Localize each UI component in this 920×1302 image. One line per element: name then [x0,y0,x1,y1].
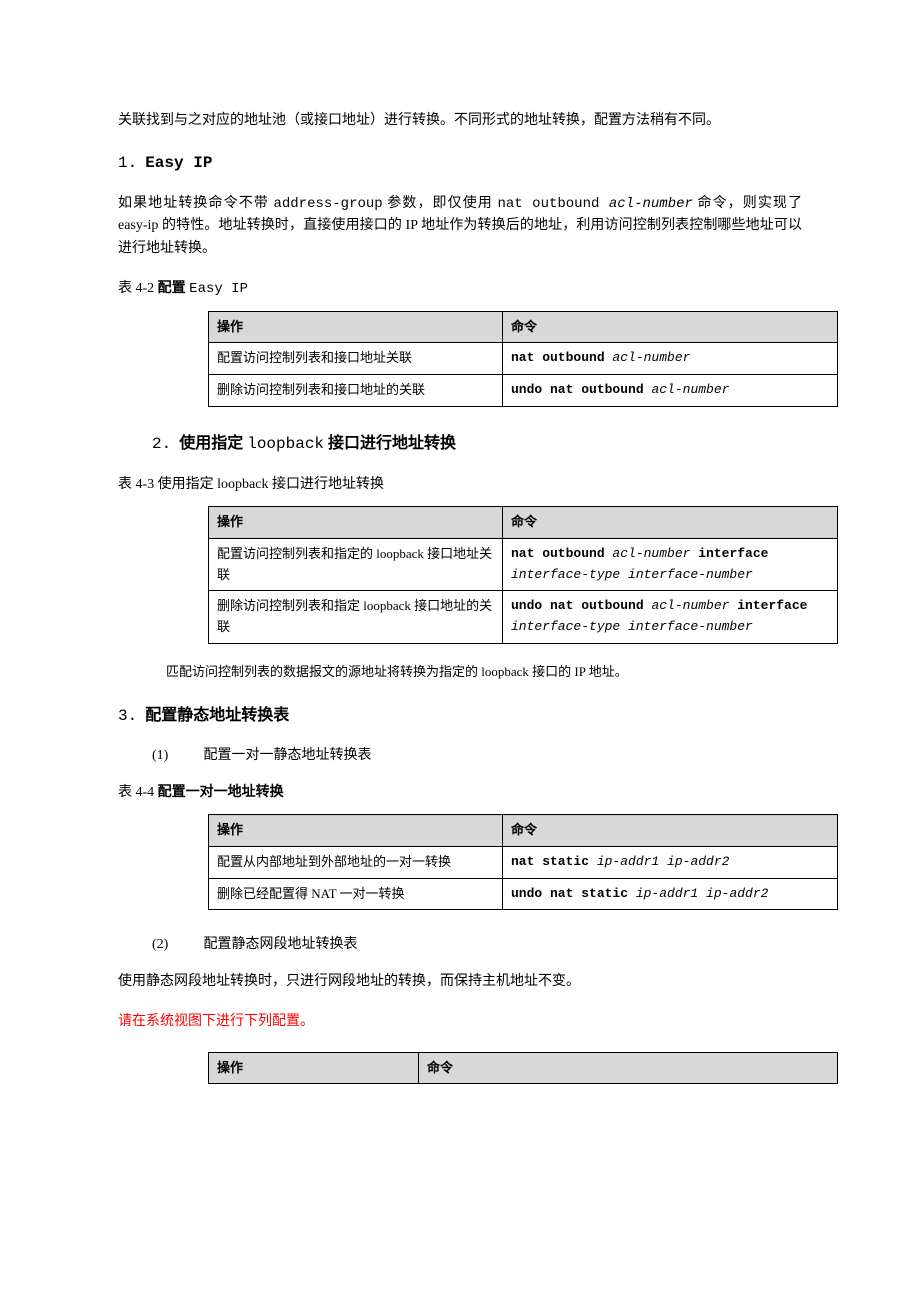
subitem-num: (2) [152,934,200,956]
table-header-row: 操作 命令 [209,311,838,343]
arg-acl-number: acl-number [599,196,693,212]
keyword-nat-outbound: nat outbound [497,196,599,212]
heading-static-nat: 3. 配置静态地址转换表 [118,703,802,730]
cmd-arg: interface-type interface-number [511,567,753,582]
heading-text-post: 接口进行地址转换 [324,435,456,452]
caption-mono: Easy IP [189,281,248,297]
table-caption-4-3: 表 4-3 使用指定 loopback 接口进行地址转换 [118,474,802,496]
keyword-address-group: address-group [273,196,382,212]
cell-command: undo nat outbound acl-number [503,375,838,407]
col-header-operation: 操作 [209,1052,419,1084]
cell-operation: 删除访问控制列表和接口地址的关联 [209,375,503,407]
subitem-text: 配置静态网段地址转换表 [204,937,358,952]
heading-easy-ip: 1. Easy IP [118,150,802,177]
cell-command: nat outbound acl-number [503,343,838,375]
cmd-keyword: nat static [511,854,597,869]
table-static-nat: 操作 命令 配置从内部地址到外部地址的一对一转换 nat static ip-a… [208,814,838,910]
subitem-2: (2) 配置静态网段地址转换表 [152,934,802,956]
caption-prefix: 表 4-2 [118,281,158,296]
cell-command: nat static ip-addr1 ip-addr2 [503,846,838,878]
col-header-command: 命令 [419,1052,838,1084]
cmd-arg: acl-number [612,350,690,365]
col-header-operation: 操作 [209,311,503,343]
col-header-command: 命令 [503,506,838,538]
table-row: 配置访问控制列表和指定的 loopback 接口地址关联 nat outboun… [209,538,838,591]
easy-ip-paragraph: 如果地址转换命令不带 address-group 参数，即仅使用 nat out… [118,193,802,260]
table-row: 删除访问控制列表和接口地址的关联 undo nat outbound acl-n… [209,375,838,407]
table-caption-4-2: 表 4-2 配置 Easy IP [118,278,802,300]
table-header-row: 操作 命令 [209,1052,838,1084]
intro-paragraph: 关联找到与之对应的地址池（或接口地址）进行转换。不同形式的地址转换，配置方法稍有… [118,110,802,132]
cell-command: undo nat static ip-addr1 ip-addr2 [503,878,838,910]
cmd-keyword: interface [729,598,807,613]
heading-num: 1. [118,154,137,172]
loopback-note: 匹配访问控制列表的数据报文的源地址将转换为指定的 loopback 接口的 IP… [166,662,802,683]
table-row: 配置访问控制列表和接口地址关联 nat outbound acl-number [209,343,838,375]
table-row: 删除已经配置得 NAT 一对一转换 undo nat static ip-add… [209,878,838,910]
table-row: 配置从内部地址到外部地址的一对一转换 nat static ip-addr1 i… [209,846,838,878]
col-header-command: 命令 [503,311,838,343]
col-header-operation: 操作 [209,815,503,847]
col-header-operation: 操作 [209,506,503,538]
cmd-keyword: interface [690,546,768,561]
cmd-arg: acl-number [651,598,729,613]
cmd-arg: ip-addr1 ip-addr2 [597,854,730,869]
table-header-row: 操作 命令 [209,506,838,538]
table-static-segment: 操作 命令 [208,1052,838,1085]
cell-operation: 配置访问控制列表和接口地址关联 [209,343,503,375]
heading-text: Easy IP [145,154,212,172]
table-easy-ip: 操作 命令 配置访问控制列表和接口地址关联 nat outbound acl-n… [208,311,838,407]
text-segment: 参数，即仅使用 [383,196,498,211]
static-segment-paragraph: 使用静态网段地址转换时，只进行网段地址的转换，而保持主机地址不变。 [118,971,802,993]
cmd-keyword: nat outbound [511,546,612,561]
table-row: 删除访问控制列表和指定 loopback 接口地址的关联 undo nat ou… [209,591,838,644]
cmd-arg: ip-addr1 ip-addr2 [636,886,769,901]
subitem-num: (1) [152,745,200,767]
cmd-arg: acl-number [651,382,729,397]
table-header-row: 操作 命令 [209,815,838,847]
cmd-arg: interface-type interface-number [511,619,753,634]
subitem-text: 配置一对一静态地址转换表 [204,748,372,763]
heading-num: 2. [152,435,171,453]
cmd-arg: acl-number [612,546,690,561]
cell-operation: 配置从内部地址到外部地址的一对一转换 [209,846,503,878]
heading-loopback: 2. 使用指定 loopback 接口进行地址转换 [152,431,802,458]
heading-mono: loopback [247,435,324,453]
subitem-1: (1) 配置一对一静态地址转换表 [152,745,802,767]
cell-command: undo nat outbound acl-number interface in… [503,591,838,644]
red-warning: 请在系统视图下进行下列配置。 [118,1011,802,1033]
caption-bold: 配置一对一地址转换 [158,785,284,800]
heading-text: 配置静态地址转换表 [145,707,289,724]
cmd-keyword: undo nat outbound [511,382,651,397]
table-caption-4-4: 表 4-4 配置一对一地址转换 [118,782,802,804]
caption-prefix: 表 4-4 [118,785,158,800]
cell-operation: 删除已经配置得 NAT 一对一转换 [209,878,503,910]
cell-operation: 删除访问控制列表和指定 loopback 接口地址的关联 [209,591,503,644]
cmd-keyword: undo nat outbound [511,598,651,613]
cmd-keyword: nat outbound [511,350,612,365]
text-segment: 如果地址转换命令不带 [118,196,273,211]
table-loopback: 操作 命令 配置访问控制列表和指定的 loopback 接口地址关联 nat o… [208,506,838,644]
cell-operation: 配置访问控制列表和指定的 loopback 接口地址关联 [209,538,503,591]
caption-bold: 配置 [158,281,190,296]
heading-num: 3. [118,707,137,725]
cmd-keyword: undo nat static [511,886,636,901]
col-header-command: 命令 [503,815,838,847]
cell-command: nat outbound acl-number interface interfa… [503,538,838,591]
heading-text-pre: 使用指定 [179,435,247,452]
